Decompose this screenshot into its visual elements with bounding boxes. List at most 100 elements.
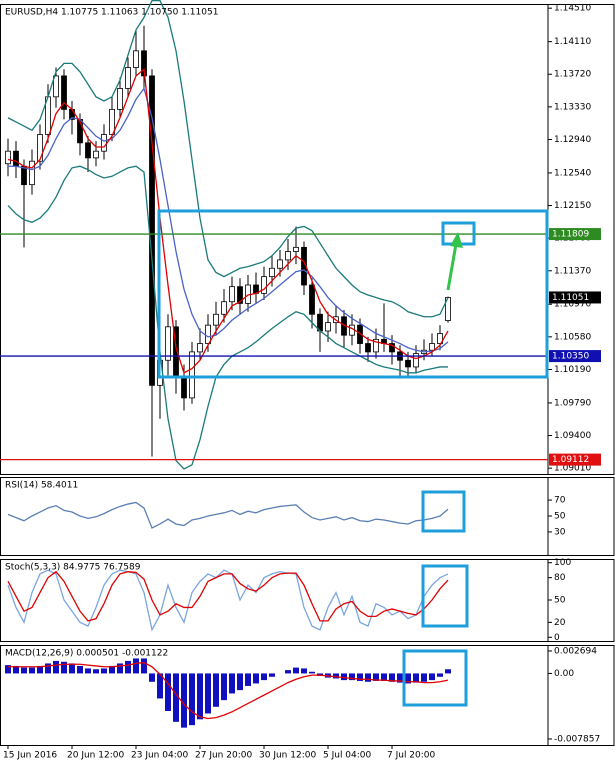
candle-body	[213, 313, 219, 326]
candle-body	[261, 276, 267, 294]
series-line	[7, 569, 449, 632]
candle-body	[269, 267, 275, 278]
panel-title: EURUSD,H4 1.10775 1.11063 1.10750 1.1105…	[5, 8, 218, 18]
bar	[157, 673, 163, 699]
candle-body	[5, 150, 11, 165]
y-tick-label: 1.12540	[554, 168, 591, 178]
bar	[77, 665, 83, 674]
candle-body	[221, 301, 227, 315]
x-tick-label: 5 Jul 04:00	[323, 751, 372, 761]
bar	[189, 673, 195, 726]
y-tick-label: 1.12150	[554, 201, 591, 211]
indicator-line	[7, 0, 449, 318]
y-tick-label: 1.09010	[554, 464, 591, 474]
candle-body	[13, 150, 19, 167]
y-tick-label: 1.14110	[554, 37, 591, 47]
bar	[437, 673, 443, 677]
series-line	[7, 501, 449, 529]
candle-body	[61, 75, 67, 110]
bar	[5, 665, 11, 674]
bar	[165, 673, 171, 711]
candle-body	[429, 343, 435, 351]
candle-body	[365, 343, 371, 353]
bar	[133, 658, 139, 674]
candle-body	[309, 284, 315, 315]
y-tick-label: 0.002694	[554, 646, 597, 656]
bar	[205, 673, 211, 714]
y-tick-label: 0	[554, 633, 560, 643]
panel-title: Stoch(5,3,3) 84.9775 76.7589	[5, 563, 141, 573]
candle-body	[325, 322, 331, 332]
bar	[101, 668, 107, 674]
bar	[397, 673, 403, 683]
bar	[85, 668, 91, 674]
bar	[293, 667, 299, 674]
bar	[429, 673, 435, 681]
bar	[285, 670, 291, 674]
bar	[213, 673, 219, 707]
bar	[301, 668, 307, 674]
candle-body	[109, 108, 115, 135]
highlight-box	[421, 564, 469, 628]
bar	[45, 663, 51, 674]
y-tick-label: 1.12940	[554, 135, 591, 145]
y-tick-label: 1.14510	[554, 4, 591, 14]
arrow-head	[450, 232, 463, 248]
candle-body	[293, 246, 299, 252]
candle-body	[277, 259, 283, 269]
bar	[269, 673, 275, 677]
highlight-box	[402, 649, 468, 707]
candle-body	[133, 50, 139, 68]
bar	[253, 673, 259, 684]
bar	[61, 661, 67, 674]
candle-body	[373, 338, 379, 353]
bar	[229, 673, 235, 694]
bar	[93, 669, 99, 674]
bar	[365, 673, 371, 682]
x-tick-label: 27 Jun 20:00	[195, 751, 252, 761]
candle-body	[389, 343, 395, 353]
bar	[341, 673, 347, 681]
y-tick-label: 50	[554, 596, 566, 606]
y-tick-label: -0.007857	[554, 734, 600, 744]
axis-frame	[547, 645, 615, 746]
panel-title: RSI(14) 58.4011	[5, 481, 78, 491]
x-tick-label: 23 Jun 04:00	[131, 751, 188, 761]
candle-body	[29, 160, 35, 186]
x-tick-label: 7 Jul 20:00	[387, 751, 436, 761]
bar	[413, 673, 419, 683]
indicator-line	[7, 67, 449, 374]
bar	[333, 673, 339, 679]
candle-body	[437, 333, 443, 344]
bar	[309, 671, 315, 674]
arrow-shaft	[446, 243, 458, 291]
bar	[245, 673, 251, 686]
level-label: 1.09112	[552, 455, 589, 465]
candle-body	[141, 50, 147, 77]
highlight-box	[421, 490, 466, 533]
bar	[197, 673, 203, 720]
candle-body	[189, 351, 195, 399]
candle-body	[117, 88, 123, 110]
y-tick-label: 1.10580	[554, 332, 591, 342]
bar	[357, 673, 363, 681]
bar	[381, 673, 387, 681]
bar	[13, 665, 19, 674]
series-line	[7, 570, 449, 622]
indicator-line	[8, 661, 449, 720]
bar	[21, 667, 27, 674]
bar	[349, 673, 355, 681]
candle-body	[85, 142, 91, 159]
x-tick-label: 15 Jun 2016	[3, 751, 57, 761]
y-tick-label: 1.10190	[554, 365, 591, 375]
bar	[237, 673, 243, 691]
level-label-box	[549, 453, 601, 466]
bar	[69, 663, 75, 674]
candle-body	[37, 134, 43, 162]
candle-body	[21, 165, 27, 186]
bar	[261, 673, 267, 681]
y-tick-label: 20	[554, 618, 566, 628]
indicator-line	[8, 87, 449, 353]
